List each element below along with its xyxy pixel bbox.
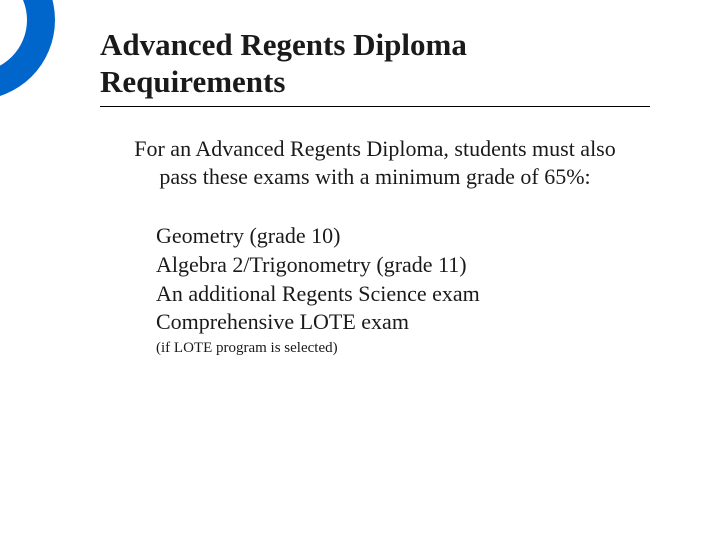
intro-paragraph: For an Advanced Regents Diploma, student… (120, 135, 630, 190)
note-text: (if LOTE program is selected) (156, 340, 650, 357)
exam-item: Algebra 2/Trigonometry (grade 11) (156, 251, 650, 280)
exam-list: Geometry (grade 10) Algebra 2/Trigonomet… (156, 222, 650, 336)
slide-title: Advanced Regents Diploma Requirements (100, 26, 650, 107)
exam-item: Comprehensive LOTE exam (156, 308, 650, 337)
slide-content: Advanced Regents Diploma Requirements Fo… (100, 26, 650, 357)
exam-item: An additional Regents Science exam (156, 280, 650, 309)
exam-item: Geometry (grade 10) (156, 222, 650, 251)
